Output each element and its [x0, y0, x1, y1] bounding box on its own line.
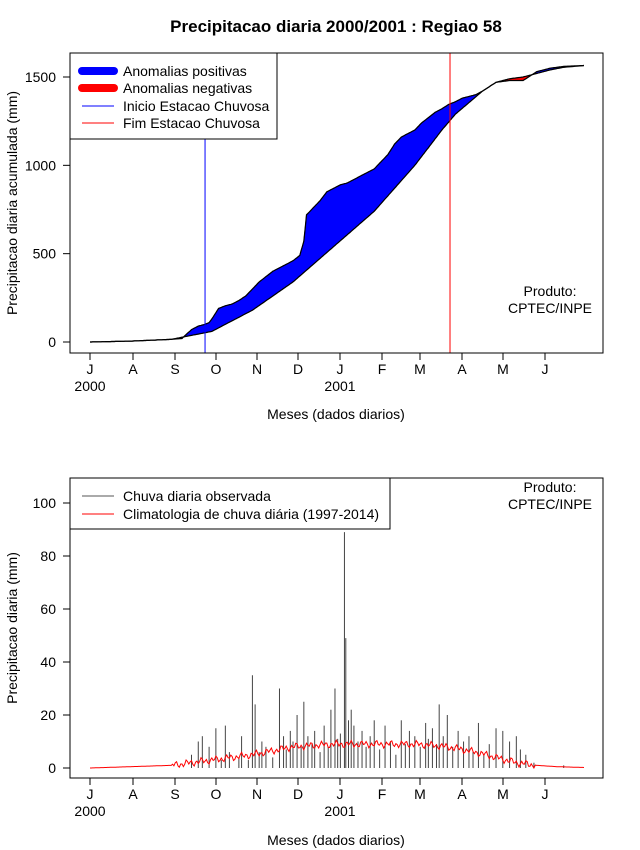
legend-label-fim: Fim Estacao Chuvosa [123, 115, 260, 131]
bottom-x-tick-label-3: O [211, 786, 222, 802]
top-x-tick-label-11: J [542, 361, 549, 377]
top-x-tick-label-6: J [337, 361, 344, 377]
top-x-tick-label-1: A [128, 361, 138, 377]
top-x-tick-label-5: D [293, 361, 303, 377]
chart-bottom-note-line1: Produto: [524, 479, 577, 495]
legend-label-climatologia: Climatologia de chuva diária (1997-2014) [123, 506, 379, 522]
top-series-layer [90, 53, 585, 353]
top-y-tick-label-1: 500 [33, 246, 57, 262]
top-y-tick-label-3: 1500 [25, 69, 56, 85]
bottom-x-tick-label-8: M [414, 786, 426, 802]
chart-top-legend: Anomalias positivas Anomalias negativas … [69, 52, 278, 140]
bottom-y-tick-label-3: 60 [40, 601, 56, 617]
chart-bottom-legend: Chuva diaria observada Climatologia de c… [69, 477, 391, 530]
bottom-x-tick-label-4: N [252, 786, 262, 802]
top-x-tick-label-3: O [211, 361, 222, 377]
chart-bottom-legend-box [69, 477, 391, 530]
top-y-axis: 0 500 1000 1500 [25, 69, 71, 350]
bottom-x-tick-label-2: S [170, 786, 179, 802]
bottom-y-tick-label-2: 40 [40, 654, 56, 670]
top-x-tick-label-7: F [378, 361, 387, 377]
top-x-tick-label-2: S [170, 361, 179, 377]
top-y-tick-label-0: 0 [48, 334, 56, 350]
top-y-tick-label-2: 1000 [25, 157, 56, 173]
top-x-tick-label-4: N [252, 361, 262, 377]
chart-top-title: Precipitacao diaria 2000/2001 : Regiao 5… [170, 17, 502, 36]
bottom-year-label-0: 2000 [74, 803, 105, 819]
chart-top-note-line1: Produto: [524, 283, 577, 299]
climatology-daily-line [90, 738, 585, 770]
bottom-y-axis: 0 20 40 60 80 100 [33, 495, 71, 776]
chart-top-ylabel: Precipitacao diaria acumulada (mm) [4, 91, 20, 315]
bottom-x-tick-label-7: F [378, 786, 387, 802]
bottom-y-tick-label-4: 80 [40, 548, 56, 564]
bottom-x-tick-label-1: A [128, 786, 138, 802]
bottom-x-tick-label-6: J [337, 786, 344, 802]
bottom-x-tick-label-0: J [87, 786, 94, 802]
bottom-y-tick-label-0: 0 [48, 760, 56, 776]
bottom-x-tick-label-5: D [293, 786, 303, 802]
bottom-x-tick-label-9: A [457, 786, 467, 802]
top-x-tick-label-10: M [497, 361, 509, 377]
bottom-y-tick-label-1: 20 [40, 707, 56, 723]
bottom-year-label-1: 2001 [324, 803, 355, 819]
legend-label-inicio: Inicio Estacao Chuvosa [123, 98, 270, 114]
chart-top-xlabel: Meses (dados diarios) [267, 406, 405, 422]
bottom-y-tick-label-5: 100 [33, 495, 57, 511]
bottom-series-layer [90, 532, 585, 770]
top-year-label-0: 2000 [74, 378, 105, 394]
legend-label-anomalias-negativas: Anomalias negativas [123, 80, 252, 96]
bottom-x-tick-label-11: J [542, 786, 549, 802]
legend-label-chuva-observada: Chuva diaria observada [123, 488, 271, 504]
top-year-label-1: 2001 [324, 378, 355, 394]
legend-label-anomalias-positivas: Anomalias positivas [123, 63, 247, 79]
chart-bottom-note-line2: CPTEC/INPE [508, 496, 592, 512]
observed-cumulative-line [90, 64, 585, 343]
chart-top: Precipitacao diaria 2000/2001 : Regiao 5… [4, 17, 604, 422]
chart-top-note-line2: CPTEC/INPE [508, 300, 592, 316]
bottom-x-tick-label-10: M [497, 786, 509, 802]
top-x-tick-label-9: A [457, 361, 467, 377]
top-x-tick-label-0: J [87, 361, 94, 377]
chart-bottom-ylabel: Precipitacao diaria (mm) [4, 552, 20, 704]
top-x-tick-label-8: M [414, 361, 426, 377]
chart-bottom-xlabel: Meses (dados diarios) [267, 832, 405, 848]
